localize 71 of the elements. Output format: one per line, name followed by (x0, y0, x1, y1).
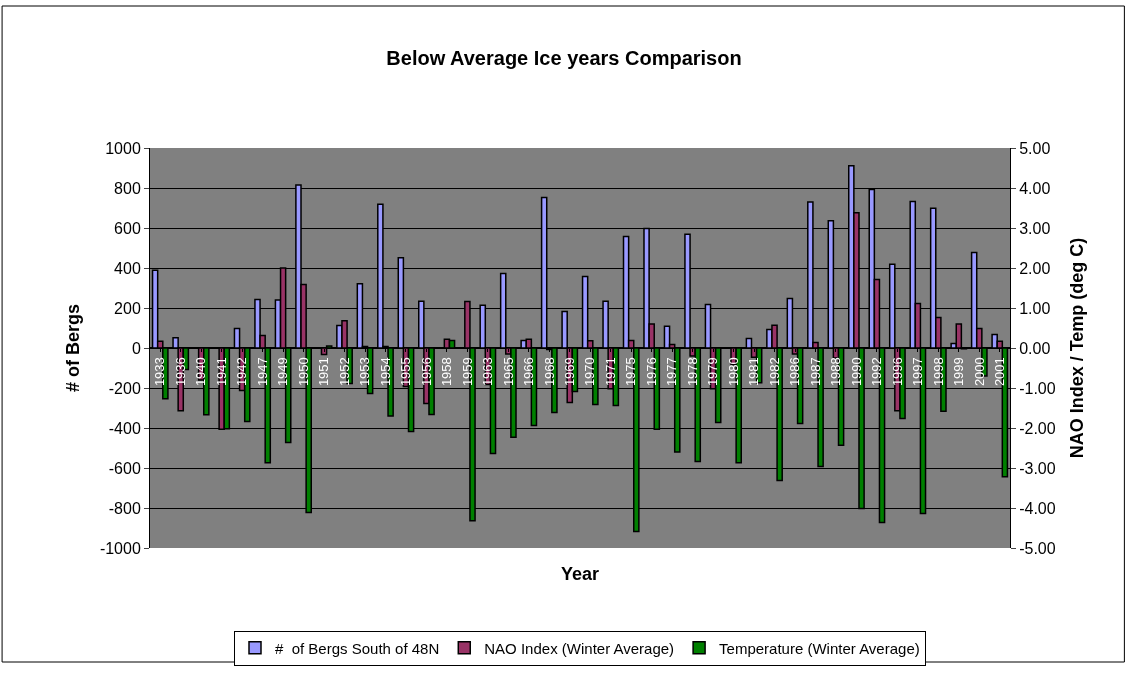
y2-tick-label: 1.00 (1019, 299, 1051, 317)
x-tick-label: 1952 (336, 357, 352, 387)
y-tick-label: -800 (108, 499, 141, 517)
x-tick-label: 1941 (213, 357, 229, 387)
x-tick-label: 1950 (295, 357, 311, 387)
legend-label: Temperature (Winter Average) (719, 639, 920, 657)
x-tick-label: 1996 (889, 357, 905, 387)
y-tick-label: -600 (108, 459, 141, 477)
y-tick-label: 0 (131, 339, 141, 357)
y-tick-label: -400 (108, 419, 141, 437)
x-tick-label: 1968 (541, 357, 557, 387)
x-tick-label: 1954 (377, 357, 393, 387)
x-tick-label: 1976 (643, 357, 659, 387)
x-tick-label: 1970 (582, 357, 598, 387)
x-tick-label: 1986 (787, 357, 803, 387)
y-tick-label: -1000 (99, 539, 141, 557)
x-tick-label: 1965 (500, 357, 516, 387)
x-tick-label: 2001 (991, 357, 1007, 387)
x-tick-label: 1990 (848, 357, 864, 387)
x-tick-label: 1940 (193, 357, 209, 387)
y-tick-label: 600 (114, 219, 141, 237)
legend-label: NAO Index (Winter Average) (484, 639, 675, 657)
x-tick-label: 1975 (623, 357, 639, 387)
x-tick-label: 1963 (480, 357, 496, 387)
x-tick-label: 1978 (684, 357, 700, 387)
x-tick-label: 1933 (152, 357, 168, 387)
y-tick-label: -200 (108, 379, 141, 397)
x-tick-label: 1953 (357, 357, 373, 387)
x-tick-label: 1980 (725, 357, 741, 387)
y2-tick-label: -4.00 (1019, 499, 1056, 517)
y2-tick-label: -3.00 (1019, 459, 1056, 477)
x-tick-label: 1971 (602, 357, 618, 387)
y-tick-label: 800 (114, 179, 141, 197)
x-tick-label: 1982 (766, 357, 782, 387)
x-tick-label: 1956 (418, 357, 434, 387)
y-tick-label: 400 (114, 259, 141, 277)
x-tick-label: 1936 (172, 357, 188, 387)
y2-tick-label: -1.00 (1019, 379, 1056, 397)
x-tick-label: 1998 (930, 357, 946, 387)
x-tick-label: 1959 (459, 357, 475, 387)
x-tick-label: 1969 (561, 357, 577, 387)
y-axis-title: # of Bergs (63, 303, 84, 393)
y-tick-label: 1000 (105, 139, 141, 157)
y2-tick-label: 5.00 (1019, 139, 1051, 157)
y2-tick-label: -5.00 (1019, 539, 1056, 557)
x-tick-label: 1999 (951, 357, 967, 387)
x-tick-label: 1951 (316, 357, 332, 387)
y2-tick-label: 2.00 (1019, 259, 1051, 277)
y2-tick-label: -2.00 (1019, 419, 1056, 437)
x-tick-label: 1958 (439, 357, 455, 387)
x-tick-label: 1977 (664, 357, 680, 387)
x-tick-label: 1949 (275, 357, 291, 387)
x-tick-label: 1955 (398, 357, 414, 387)
y-tick-label: 200 (114, 299, 141, 317)
y2-tick-label: 0.00 (1019, 339, 1051, 357)
y2-tick-label: 4.00 (1019, 179, 1051, 197)
x-tick-label: 2000 (971, 357, 987, 387)
x-tick-label: 1947 (254, 357, 270, 387)
legend-label: # of Bergs South of 48N (275, 639, 440, 657)
x-tick-label: 1992 (869, 357, 885, 387)
x-tick-label: 1979 (705, 357, 721, 387)
x-tick-label: 1997 (910, 357, 926, 387)
x-tick-label: 1966 (521, 357, 537, 387)
y2-tick-label: 3.00 (1019, 219, 1051, 237)
x-tick-label: 1942 (234, 357, 250, 387)
chart-title: Below Average Ice years Comparison (386, 46, 742, 69)
x-axis-title: Year (561, 564, 600, 584)
x-tick-label: 1987 (807, 357, 823, 387)
x-tick-label: 1981 (746, 357, 762, 387)
x-tick-label: 1988 (828, 357, 844, 387)
y2-axis-title: NAO Index / Temp (deg C) (1066, 237, 1087, 459)
